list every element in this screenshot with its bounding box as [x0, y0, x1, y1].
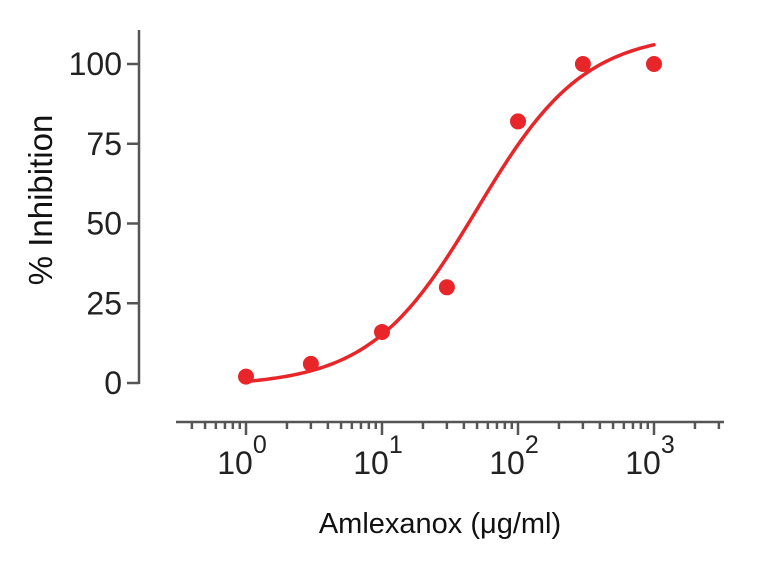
- data-point: [374, 323, 390, 340]
- x-axis-title: Amlexanox (μg/ml): [319, 508, 561, 540]
- y-tick-label: 75: [86, 126, 122, 162]
- y-axis: 0 25 50 75 100: [69, 30, 141, 401]
- y-tick-label: 50: [86, 206, 122, 242]
- data-points: [238, 56, 662, 385]
- x-tick-label: 100: [217, 431, 267, 481]
- data-point: [302, 355, 319, 372]
- y-tick-label: 100: [69, 46, 122, 82]
- x-tick-label: 102: [489, 431, 539, 481]
- fit-curve: [244, 43, 656, 384]
- data-point: [574, 56, 591, 72]
- data-point: [238, 368, 254, 385]
- y-tick-label: 0: [104, 365, 122, 401]
- data-point: [510, 113, 526, 130]
- y-axis-title: % Inhibition: [22, 115, 59, 286]
- x-axis: 100 101 102 103: [176, 420, 724, 481]
- x-tick-label: 101: [353, 431, 403, 481]
- data-point: [438, 279, 455, 296]
- x-tick-label: 103: [625, 431, 675, 481]
- y-tick-label: 25: [86, 285, 122, 321]
- data-point: [646, 56, 662, 72]
